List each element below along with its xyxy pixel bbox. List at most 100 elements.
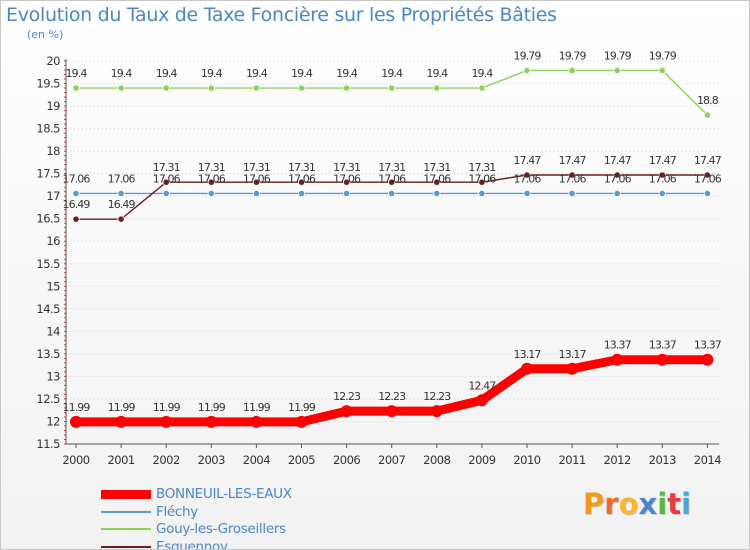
data-point xyxy=(297,84,306,92)
data-label: 17.06 xyxy=(153,172,181,185)
data-point xyxy=(117,84,125,92)
data-label: 19.79 xyxy=(559,49,587,62)
data-point xyxy=(72,84,80,92)
data-point xyxy=(568,66,576,75)
data-point xyxy=(523,66,531,75)
data-label: 17.47 xyxy=(559,154,587,167)
x-tick-label: 2003 xyxy=(198,453,225,467)
data-label: 19.4 xyxy=(66,67,88,80)
logo-letter: i xyxy=(681,487,692,521)
data-label: 12.23 xyxy=(333,390,361,403)
data-point xyxy=(115,415,128,428)
data-point xyxy=(342,189,351,198)
data-label: 17.06 xyxy=(243,172,271,185)
data-point xyxy=(117,189,125,198)
data-label: 17.06 xyxy=(333,172,361,185)
data-point xyxy=(433,178,441,186)
data-point xyxy=(566,362,579,375)
data-point xyxy=(388,84,396,92)
y-tick-label: 13.5 xyxy=(36,347,60,361)
y-tick-label: 16.5 xyxy=(36,212,60,226)
data-label: 17.06 xyxy=(649,172,677,185)
data-label: 19.4 xyxy=(111,67,133,80)
data-point xyxy=(701,353,714,366)
data-point xyxy=(703,111,712,119)
data-point xyxy=(703,189,712,198)
data-label: 17.31 xyxy=(468,161,495,174)
data-point xyxy=(478,178,486,186)
data-point xyxy=(207,189,215,198)
y-tick-label: 20 xyxy=(46,54,60,68)
y-tick-label: 14.5 xyxy=(36,302,60,316)
x-tick-label: 2002 xyxy=(153,453,180,467)
data-label: 16.49 xyxy=(108,198,136,211)
y-tick-label: 14 xyxy=(46,324,60,338)
data-label: 13.37 xyxy=(604,339,632,352)
data-label: 13.37 xyxy=(694,339,722,352)
data-labels: 11.99 11.99 11.99 11.99 11.99 11.99 12.23 12.23… xyxy=(63,49,723,414)
data-point xyxy=(568,189,576,198)
y-tick-label: 12.5 xyxy=(36,392,60,406)
data-label: 19.79 xyxy=(649,49,677,62)
chart-title: Evolution du Taux de Taxe Foncière sur l… xyxy=(6,4,557,26)
y-tick-label: 13 xyxy=(46,369,60,383)
data-label: 19.4 xyxy=(336,67,358,80)
data-point xyxy=(162,189,170,198)
data-label: 11.99 xyxy=(288,401,316,414)
data-label: 17.06 xyxy=(288,172,316,185)
data-label: 17.06 xyxy=(423,172,451,185)
data-point xyxy=(342,84,351,92)
data-point xyxy=(478,189,486,198)
data-point xyxy=(72,189,80,198)
data-point xyxy=(658,189,666,198)
data-point xyxy=(72,215,80,223)
logo-letter: t xyxy=(667,487,682,521)
data-label: 11.99 xyxy=(153,401,181,414)
data-label: 12.23 xyxy=(423,390,451,403)
data-label: 17.06 xyxy=(198,172,226,185)
y-tick-label: 17 xyxy=(46,189,60,203)
data-label: 17.06 xyxy=(378,172,406,185)
data-label: 17.47 xyxy=(514,154,542,167)
data-label: 19.4 xyxy=(381,67,403,80)
data-point xyxy=(613,171,621,179)
data-label: 19.4 xyxy=(291,67,313,80)
data-point xyxy=(658,66,666,75)
data-point xyxy=(297,178,306,186)
data-point xyxy=(613,66,621,75)
data-label: 19.4 xyxy=(426,67,448,80)
legend-swatch xyxy=(101,510,151,513)
data-label: 19.4 xyxy=(246,67,268,80)
data-label: 19.79 xyxy=(604,49,632,62)
data-point xyxy=(205,415,218,428)
logo-letter: x xyxy=(638,487,658,521)
x-tick-label: 2004 xyxy=(243,453,270,467)
data-point xyxy=(478,84,486,92)
legend-label: Gouy-les-Groseillers xyxy=(156,521,286,537)
data-label: 13.17 xyxy=(559,348,587,361)
data-label: 12.23 xyxy=(378,390,406,403)
data-point xyxy=(523,171,531,179)
y-tick-label: 12 xyxy=(46,414,60,428)
x-tick-label: 2010 xyxy=(513,453,540,467)
data-label: 17.47 xyxy=(649,154,677,167)
logo-letter: P xyxy=(583,487,605,521)
data-label: 16.49 xyxy=(63,198,91,211)
data-point xyxy=(568,171,576,179)
data-point xyxy=(340,405,353,418)
data-label: 17.06 xyxy=(559,172,587,185)
logo-letter: i xyxy=(657,487,668,521)
x-tick-label: 2014 xyxy=(694,453,721,467)
legend-label: BONNEUIL-LES-EAUX xyxy=(156,486,292,502)
legend-swatch xyxy=(101,489,151,499)
x-tick-label: 2008 xyxy=(423,453,450,467)
y-tick-label: 11.5 xyxy=(36,437,60,451)
data-point xyxy=(207,178,215,186)
y-tick-label: 17.5 xyxy=(36,167,60,181)
y-tick-label: 16 xyxy=(46,234,60,248)
data-label: 17.31 xyxy=(333,161,360,174)
data-label: 17.31 xyxy=(198,161,225,174)
y-tick-label: 15.5 xyxy=(36,257,60,271)
